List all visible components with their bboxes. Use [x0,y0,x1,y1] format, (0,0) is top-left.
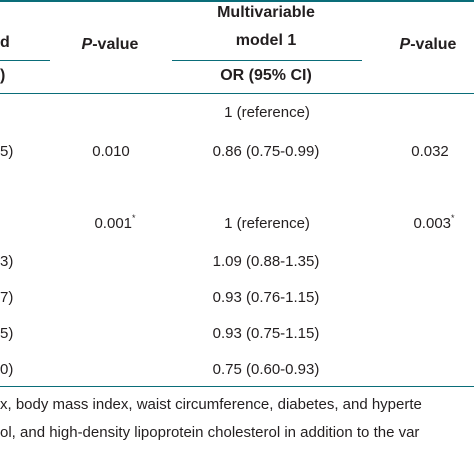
row-3-or: 1.09 (0.88-1.35) [212,253,320,270]
row-0-or: 1 (reference) [224,104,310,121]
row-6-or: 0.75 (0.60-0.93) [212,361,320,378]
row-2-p2-sup: * [451,213,455,223]
header-model-sub: OR (95% CI) [220,67,312,84]
row-2-p1-value: 0.001 [94,215,133,232]
row-1-or: 0.86 (0.75-0.99) [212,143,320,160]
header-col0-top: d [0,34,10,51]
row-2-p1: 0.001* [94,213,136,232]
header-bottom-rule [0,93,474,94]
header-pvalue-2-italic: P [399,36,411,53]
row-1-p1: 0.010 [92,143,130,160]
header-pvalue-2: P-value [400,36,457,54]
header-model-line2: model 1 [235,32,297,49]
header-pvalue-1-rest: -value [92,36,139,53]
row-3-col0: 3) [0,253,14,270]
footnote-line-2: ol, and high-density lipoprotein cholest… [0,424,420,441]
header-col0-rule [0,60,50,61]
header-pvalue-1: P-value [82,36,139,54]
row-2-or: 1 (reference) [224,215,310,232]
row-5-col0: 5) [0,325,14,342]
row-6-col0: 0) [0,361,14,378]
header-col0-sub: ) [0,67,6,84]
header-model-line1: Multivariable [217,4,315,21]
row-2-p2: 0.003* [413,213,455,232]
header-model-rule [172,60,362,61]
row-4-or: 0.93 (0.76-1.15) [212,289,320,306]
row-2-p2-value: 0.003 [413,215,452,232]
row-4-col0: 7) [0,289,14,306]
row-1-p2: 0.032 [411,143,449,160]
footnote-line-1: x, body mass index, waist circumference,… [0,396,422,413]
table-top-rule [0,0,474,2]
table-bottom-rule [0,386,474,387]
header-pvalue-1-italic: P [81,36,93,53]
row-2-p1-sup: * [132,213,136,223]
row-1-col0: 5) [0,143,14,160]
header-pvalue-2-rest: -value [410,36,457,53]
row-5-or: 0.93 (0.75-1.15) [212,325,320,342]
